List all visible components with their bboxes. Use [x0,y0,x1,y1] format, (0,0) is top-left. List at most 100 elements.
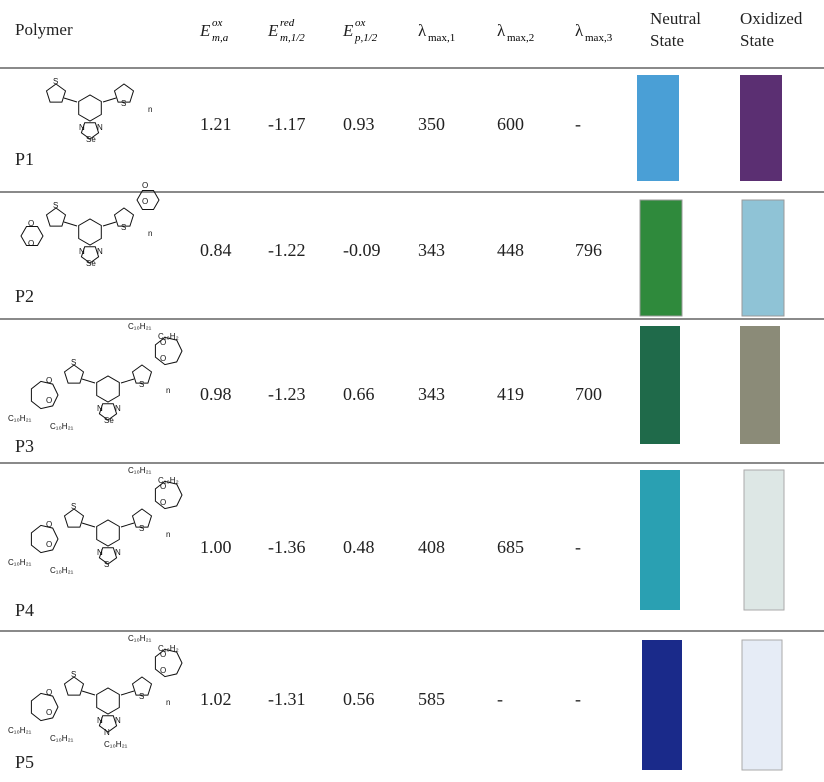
cell-value: -1.23 [268,384,306,404]
ring [30,692,59,722]
polymer-label: P1 [15,149,34,169]
ring [30,380,59,410]
ring [154,336,183,366]
cuvette-neutral [642,640,682,770]
atom-label: C₁₀H₂ [158,644,179,653]
cuvette-oxidized [740,75,782,181]
ring [96,519,120,547]
cuvette-oxidized [741,199,785,317]
atom-label: n [166,530,170,539]
cell-value: 700 [575,384,602,404]
atom-label: O [46,396,52,405]
cell-value: 0.93 [343,114,375,134]
atom-label: O [28,239,34,248]
cell-value: 0.84 [200,240,232,260]
ring [98,715,118,733]
atom-label: S [139,524,144,533]
column-header: Polymer [15,20,73,39]
atom-label: S [71,358,76,367]
polymer-label: P2 [15,286,34,306]
ring [136,190,160,210]
ring [96,687,120,715]
atom-label: N [115,404,121,413]
cuvette-oxidized [741,639,783,771]
column-header-sup: red [280,17,295,29]
atom-label: O [160,482,166,491]
ring [113,83,135,103]
atom-label: N [79,123,85,132]
cell-value: 0.66 [343,384,375,404]
bond [81,378,96,384]
atom-label: N [97,716,103,725]
cell-value: 1.21 [200,114,232,134]
atom-label: O [46,520,52,529]
ring [131,508,153,528]
column-header: Oxidized [740,9,803,28]
cell-value: - [575,537,581,557]
atom-label: n [166,386,170,395]
bond [102,221,117,227]
atom-label: O [160,666,166,675]
atom-label: C₁₀H₂₁ [50,566,74,575]
column-header-base: E [342,21,354,40]
cuvette-oxidized [743,469,785,611]
atom-label: C₁₀H₂₁ [50,422,74,431]
cell-value: 1.00 [200,537,232,557]
ring [78,218,102,246]
atom-label: S [71,670,76,679]
atom-label: Se [104,416,114,425]
ring [154,480,183,510]
atom-label: S [53,201,58,210]
cell-value: - [575,689,581,709]
atom-label: O [46,376,52,385]
cuvette-neutral [637,75,679,181]
cuvette-neutral [640,326,680,444]
ring [96,375,120,403]
bond [102,97,117,103]
cuvette-oxidized [740,326,780,444]
cell-value: 585 [418,689,445,709]
column-header: State [740,31,774,50]
column-header-base: E [199,21,211,40]
cell-value: 1.02 [200,689,232,709]
column-header: Neutral [650,9,701,28]
ring [45,207,67,227]
bond [63,97,78,103]
ring [20,226,44,246]
column-header-sup: ox [212,17,223,29]
atom-label: N [97,247,103,256]
cell-value: 408 [418,537,445,557]
atom-label: O [142,181,148,190]
cell-value: 0.48 [343,537,375,557]
column-header-base: λ [418,21,427,40]
ring [131,364,153,384]
cuvette-neutral [639,199,683,317]
atom-label: C₁₀H₂₁ [50,734,74,743]
column-header-sub: max,3 [585,32,613,44]
atom-label: C₁₀H₂₁ [128,634,152,643]
column-header-sup: ox [355,17,366,29]
cell-value: -1.17 [268,114,306,134]
atom-label: S [71,502,76,511]
column-header-sub: m,1/2 [280,32,305,44]
atom-label: S [121,223,126,232]
bond [81,690,96,696]
atom-label: O [160,498,166,507]
atom-label: O [160,338,166,347]
polymer-label: P4 [15,600,34,620]
cell-value: - [575,114,581,134]
cell-value: -1.36 [268,537,306,557]
atom-label: Se [86,135,96,144]
atom-label: S [139,380,144,389]
ring [98,403,118,421]
ring [113,207,135,227]
atom-label: n [148,229,152,238]
ring [30,524,59,554]
bond [81,522,96,528]
atom-label: O [160,354,166,363]
column-header: State [650,31,684,50]
